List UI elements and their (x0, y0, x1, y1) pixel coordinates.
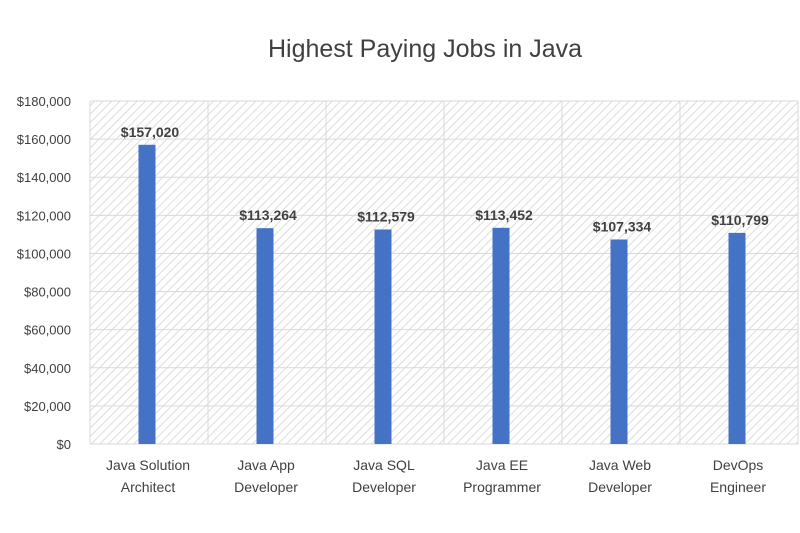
y-tick-label: $80,000 (24, 285, 71, 300)
bar (374, 229, 392, 444)
y-tick-label: $40,000 (24, 361, 71, 376)
bar (728, 232, 746, 444)
y-tick-label: $120,000 (17, 208, 71, 223)
data-label: $113,264 (239, 207, 297, 223)
x-tick-label: Java Web Developer (588, 457, 652, 495)
x-tick-label: Java App Developer (234, 457, 298, 495)
data-labels: $157,020 $113,264 $112,579 $113,452 $107,334… (121, 124, 769, 235)
gridlines (89, 100, 799, 445)
y-tick-label: $100,000 (17, 246, 71, 261)
y-tick-label: $140,000 (17, 170, 71, 185)
y-tick-label: $20,000 (24, 399, 71, 414)
data-label: $110,799 (711, 212, 769, 228)
y-axis: $0 $20,000 $40,000 $60,000 $80,000 $100,000 $1… (17, 94, 71, 452)
y-tick-label: $180,000 (17, 94, 71, 109)
data-label: $112,579 (357, 208, 415, 224)
x-tick-label: Java EE Programmer (463, 457, 541, 495)
bar (138, 144, 156, 444)
y-tick-label: $0 (57, 437, 71, 452)
bars (138, 144, 746, 444)
data-label: $107,334 (593, 218, 652, 234)
x-tick-label: DevOps Engineer (710, 457, 766, 495)
data-label: $157,020 (121, 124, 180, 140)
y-tick-label: $160,000 (17, 132, 71, 147)
x-tick-label: Java SQL Developer (352, 457, 416, 495)
bar (256, 228, 274, 444)
x-tick-label: Java Solution Architect (106, 457, 190, 495)
bar (610, 239, 628, 444)
chart-title: Highest Paying Jobs in Java (268, 35, 582, 63)
y-tick-label: $60,000 (24, 323, 71, 338)
bar (492, 227, 510, 444)
x-axis: Java Solution Architect Java App Developer J… (106, 457, 766, 495)
data-label: $113,452 (475, 207, 533, 223)
